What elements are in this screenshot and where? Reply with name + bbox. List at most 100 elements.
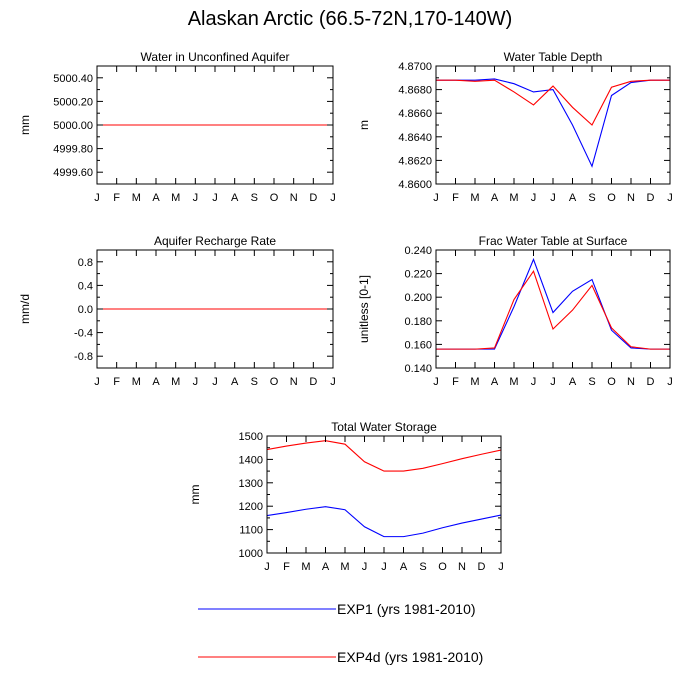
- x-tick-label: J: [433, 376, 439, 388]
- y-tick-label: 5000.40: [53, 73, 93, 85]
- x-tick-label: S: [251, 376, 258, 388]
- legend-item-exp4d: EXP4d (yrs 1981-2010): [198, 649, 483, 665]
- x-tick-label: A: [491, 192, 499, 204]
- x-tick-label: J: [531, 192, 537, 204]
- x-tick-label: J: [531, 376, 537, 388]
- x-tick-label: D: [309, 376, 317, 388]
- x-tick-label: J: [381, 561, 387, 573]
- panel-title: Water Table Depth: [504, 50, 603, 64]
- y-tick-label: 4999.80: [53, 144, 93, 156]
- y-tick-label: 4.8640: [398, 132, 432, 144]
- x-tick-label: O: [270, 192, 279, 204]
- x-tick-label: M: [470, 192, 479, 204]
- plot-frame: [435, 65, 671, 185]
- plot-frame: [435, 249, 671, 369]
- x-tick-label: J: [264, 561, 270, 573]
- legend-label: EXP4d (yrs 1981-2010): [337, 649, 483, 665]
- x-tick-label: A: [322, 561, 330, 573]
- y-tick-label: -0.4: [74, 328, 93, 340]
- x-tick-label: J: [330, 376, 336, 388]
- series-line-exp1: [436, 257, 670, 350]
- x-tick-label: N: [290, 192, 298, 204]
- panel-title: Water in Unconfined Aquifer: [141, 50, 290, 64]
- series-line-exp4d: [267, 440, 501, 472]
- y-tick-label: 5000.20: [53, 96, 93, 108]
- x-tick-label: M: [132, 376, 141, 388]
- x-tick-label: J: [193, 376, 199, 388]
- x-tick-label: J: [362, 561, 368, 573]
- x-tick-label: J: [667, 376, 673, 388]
- y-tick-label: 1000: [239, 548, 263, 560]
- x-tick-label: F: [283, 561, 290, 573]
- x-tick-label: S: [588, 376, 595, 388]
- x-tick-label: A: [569, 376, 577, 388]
- panel-title: Frac Water Table at Surface: [479, 234, 628, 248]
- x-tick-label: D: [309, 192, 317, 204]
- y-tick-label: 0.140: [404, 363, 432, 375]
- x-tick-label: M: [301, 561, 310, 573]
- x-tick-label: J: [433, 192, 439, 204]
- x-tick-label: F: [113, 376, 120, 388]
- x-tick-label: M: [132, 192, 141, 204]
- y-tick-label: 4.8620: [398, 155, 432, 167]
- x-tick-label: J: [667, 192, 673, 204]
- panel-title: Aquifer Recharge Rate: [154, 234, 276, 248]
- y-tick-label: 4.8660: [398, 108, 432, 120]
- x-tick-label: M: [171, 376, 180, 388]
- y-axis-label: mm: [188, 485, 202, 505]
- y-tick-label: 0.240: [404, 245, 432, 257]
- x-tick-label: D: [647, 192, 655, 204]
- x-tick-label: J: [212, 376, 218, 388]
- series-line-exp1: [267, 506, 501, 538]
- x-tick-label: J: [94, 192, 100, 204]
- y-tick-label: 0.200: [404, 292, 432, 304]
- x-tick-label: A: [569, 192, 577, 204]
- x-tick-label: F: [113, 192, 120, 204]
- x-tick-label: N: [627, 376, 635, 388]
- y-tick-label: -0.8: [74, 351, 93, 363]
- figure-title: Alaskan Arctic (66.5-72N,170-140W): [187, 8, 513, 30]
- x-tick-label: S: [588, 192, 595, 204]
- x-tick-label: J: [550, 376, 556, 388]
- x-tick-label: M: [509, 192, 518, 204]
- x-tick-label: A: [231, 376, 239, 388]
- y-tick-label: 0.8: [78, 257, 93, 269]
- x-tick-label: A: [152, 376, 160, 388]
- y-tick-label: 5000.00: [53, 120, 93, 132]
- y-tick-label: 0.160: [404, 339, 432, 351]
- x-tick-label: O: [438, 561, 447, 573]
- x-tick-label: M: [509, 376, 518, 388]
- x-tick-label: A: [491, 376, 499, 388]
- x-tick-label: N: [290, 376, 298, 388]
- x-tick-label: O: [607, 376, 616, 388]
- y-tick-label: 4999.60: [53, 167, 93, 179]
- y-tick-label: 1300: [239, 478, 263, 490]
- series-line-exp4d: [436, 270, 670, 350]
- x-tick-label: A: [231, 192, 239, 204]
- x-tick-label: J: [498, 561, 504, 573]
- y-tick-label: 1500: [239, 431, 263, 443]
- y-axis-label: m: [357, 120, 371, 130]
- panel-p1: J F M A M J J A S O N D J4999.604999.805000.005000.2…: [18, 50, 336, 204]
- y-tick-label: 1200: [239, 501, 263, 513]
- y-tick-label: 0.180: [404, 316, 432, 328]
- y-axis-label: mm/d: [18, 294, 32, 324]
- x-tick-label: A: [152, 192, 160, 204]
- x-tick-label: F: [452, 376, 459, 388]
- y-tick-label: 0.0: [78, 304, 93, 316]
- y-tick-label: 0.4: [78, 280, 93, 292]
- panel-p2: J F M A M J J A S O N D J4.86004.86204.86404.86604.8…: [357, 50, 673, 204]
- x-tick-label: N: [627, 192, 635, 204]
- x-tick-label: S: [251, 192, 258, 204]
- x-tick-label: M: [470, 376, 479, 388]
- legend-item-exp1: EXP1 (yrs 1981-2010): [198, 601, 476, 617]
- panel-p4: J F M A M J J A S O N D J0.1400.1600.1800.2000.2200.…: [357, 234, 673, 388]
- x-tick-label: J: [550, 192, 556, 204]
- x-tick-label: S: [419, 561, 426, 573]
- y-tick-label: 0.220: [404, 269, 432, 281]
- x-tick-label: O: [607, 192, 616, 204]
- x-tick-label: J: [193, 192, 199, 204]
- y-tick-label: 4.8700: [398, 61, 432, 73]
- x-tick-label: N: [458, 561, 466, 573]
- x-tick-label: F: [452, 192, 459, 204]
